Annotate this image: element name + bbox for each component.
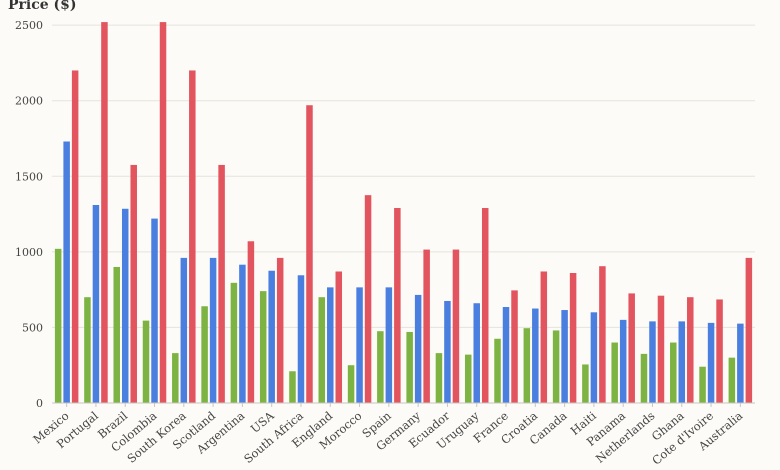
bar: [201, 306, 208, 403]
bar: [113, 266, 120, 403]
bar: [728, 357, 736, 403]
bar: [707, 322, 715, 403]
bar: [414, 294, 422, 403]
bar: [561, 310, 568, 403]
bar: [502, 307, 510, 403]
bar: [552, 330, 560, 403]
bar: [54, 248, 62, 403]
bar: [394, 208, 401, 403]
bar: [464, 354, 472, 403]
bar: [377, 331, 384, 403]
bar: [297, 275, 305, 403]
bar: [151, 218, 158, 403]
bar: [452, 249, 460, 403]
bar: [189, 70, 196, 403]
bar: [289, 371, 296, 403]
bar: [532, 308, 539, 403]
bar: [687, 297, 694, 403]
bar: [71, 70, 79, 403]
bar: [268, 270, 275, 403]
bar: [523, 328, 531, 403]
bar: [218, 164, 225, 403]
bars: [54, 22, 753, 403]
bar: [473, 303, 480, 403]
bar: [435, 353, 443, 403]
bar: [511, 290, 518, 403]
bar: [318, 297, 326, 403]
bar: [209, 257, 217, 403]
bar: [649, 321, 656, 403]
bar: [628, 293, 635, 403]
bar: [180, 257, 188, 403]
bar: [678, 321, 686, 403]
y-tick-label: 0: [36, 397, 43, 410]
bar: [276, 257, 284, 403]
bar: [130, 164, 137, 403]
bar: [716, 299, 723, 403]
y-tick-label: 1000: [15, 246, 43, 259]
bar: [444, 300, 451, 403]
y-tick-label: 2000: [15, 95, 43, 108]
bar: [121, 208, 129, 403]
bar: [619, 319, 627, 403]
bar: [172, 353, 179, 403]
bar: [239, 264, 246, 403]
bar: [611, 342, 618, 403]
bar: [356, 287, 363, 403]
bar: [84, 297, 91, 403]
bar: [745, 257, 753, 403]
y-axis-label: Price ($): [8, 0, 77, 13]
bar: [63, 141, 70, 403]
y-tick-label: 500: [22, 321, 43, 334]
bar: [569, 273, 577, 403]
bar: [347, 365, 355, 403]
bar: [737, 323, 744, 403]
bar: [599, 266, 606, 403]
bar: [423, 249, 430, 403]
bar: [640, 353, 648, 403]
bar: [142, 320, 150, 403]
bar: [406, 331, 413, 403]
y-axis-ticks: 0 500 1000 1500 2000 2500: [15, 19, 43, 410]
bar: [670, 342, 677, 403]
bar: [540, 271, 548, 403]
grid-lines: [52, 24, 755, 328]
bar: [230, 282, 238, 403]
bar: [247, 241, 255, 403]
bar: [481, 208, 489, 403]
bar: [159, 22, 167, 403]
bar: [335, 271, 343, 403]
y-tick-label: 2500: [15, 19, 43, 32]
bar: [259, 291, 267, 403]
bar: [590, 312, 598, 403]
bar: [385, 287, 393, 403]
bar: [327, 287, 334, 403]
bar: [101, 22, 108, 403]
bar: [306, 105, 313, 403]
bar: [657, 295, 665, 403]
bar: [364, 195, 372, 403]
bar: [92, 204, 100, 403]
bar: [494, 338, 501, 403]
y-tick-label: 1500: [15, 170, 43, 183]
bar: [699, 366, 706, 403]
bar: [582, 364, 589, 403]
